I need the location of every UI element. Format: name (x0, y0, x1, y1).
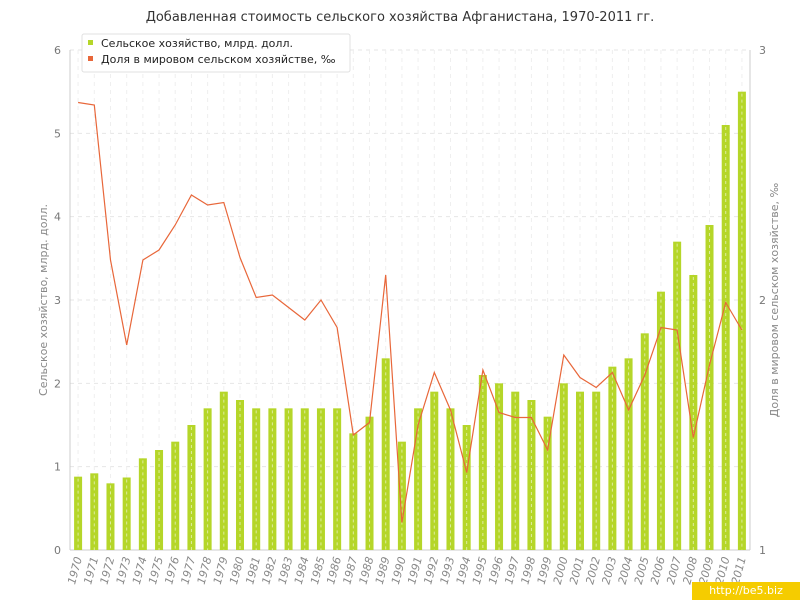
bar (608, 366, 617, 550)
bar (576, 391, 584, 550)
bar (511, 391, 520, 550)
bar (74, 476, 83, 550)
bar (381, 358, 390, 550)
left-tick-label: 0 (54, 544, 61, 557)
legend-box (81, 33, 351, 73)
left-axis-ticks: 0 1 2 3 4 5 6 (54, 44, 61, 557)
legend-bar-label: Сельское хозяйство, млрд. долл. (101, 37, 293, 50)
bar (737, 91, 746, 551)
left-tick-label: 2 (54, 377, 61, 390)
left-tick-label: 4 (54, 211, 61, 224)
bar (430, 391, 439, 550)
bar (397, 441, 406, 550)
bar (689, 275, 698, 550)
left-tick-label: 1 (54, 461, 61, 474)
bar (592, 391, 601, 550)
left-axis-label: Сельское хозяйство, млрд. долл. (37, 204, 50, 396)
bar (122, 477, 131, 550)
bar (705, 225, 714, 550)
share-line (78, 101, 743, 523)
bar (365, 416, 374, 550)
chart-title: Добавленная стоимость сельского хозяйств… (146, 10, 655, 25)
right-axis-ticks: 1 2 3 (759, 44, 766, 557)
left-tick-label: 3 (54, 294, 61, 307)
line-series (78, 101, 743, 523)
right-tick-label: 1 (759, 544, 766, 557)
bar (171, 441, 180, 550)
bar (495, 383, 504, 550)
bar (543, 416, 552, 550)
legend: Сельское хозяйство, млрд. долл. Доля в м… (81, 33, 351, 73)
x-axis-ticks: 1970197119721973197419751976197719781979… (65, 555, 749, 585)
left-tick-label: 6 (54, 44, 61, 57)
legend-line-swatch (88, 56, 93, 61)
watermark: http://be5.biz (692, 582, 800, 600)
bar (640, 333, 649, 550)
bar (219, 391, 228, 550)
bar (559, 383, 568, 550)
legend-bar-swatch (88, 40, 93, 45)
right-tick-label: 3 (759, 44, 766, 57)
bar-series (74, 91, 746, 551)
left-tick-label: 5 (54, 127, 61, 140)
right-axis-label: Доля в мировом сельском хозяйстве, ‰ (768, 183, 781, 418)
right-tick-label: 2 (759, 294, 766, 307)
legend-line-label: Доля в мировом сельском хозяйстве, ‰ (101, 53, 336, 66)
bar (624, 358, 633, 550)
